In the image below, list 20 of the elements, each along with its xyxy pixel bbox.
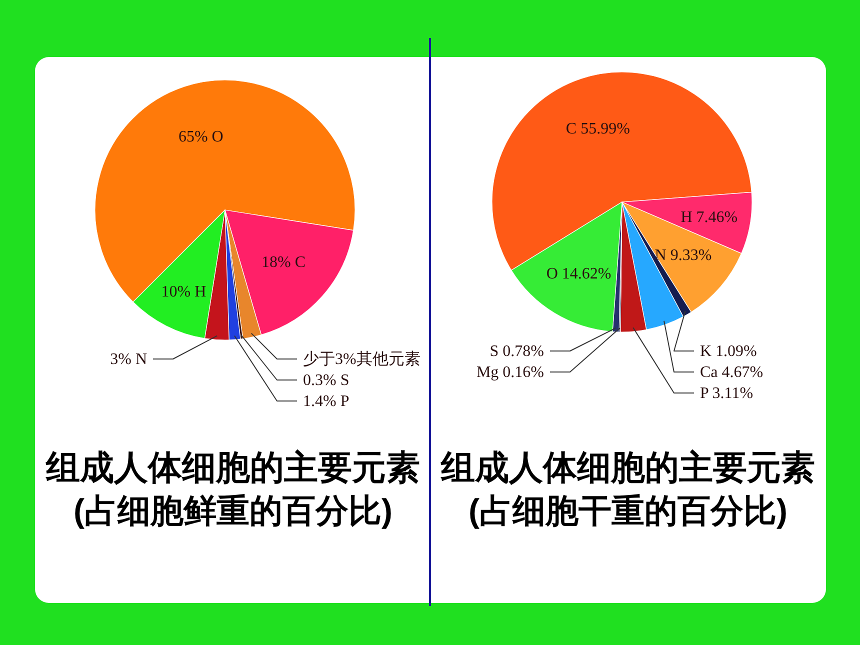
- slice-label: 0.3% S: [303, 372, 350, 389]
- slice-label: P 3.11%: [700, 385, 754, 402]
- slice-label: H 7.46%: [680, 209, 738, 226]
- text: 组成人体细胞的主要元素: [440, 449, 815, 487]
- slice-label: S 0.78%: [490, 343, 544, 360]
- slice-label: 3% N: [110, 351, 148, 368]
- slice-label: 少于3%其他元素: [303, 350, 420, 368]
- slice-label: 18% C: [262, 254, 306, 272]
- text: (占细胞干重的百分比): [468, 492, 788, 529]
- slice-label: Ca 4.67%: [700, 364, 764, 381]
- slice-label: C 55.99%: [566, 120, 630, 138]
- slice-label: Mg 0.16%: [476, 364, 544, 381]
- slice-label: K 1.09%: [700, 343, 757, 360]
- slice-label: 1.4% P: [303, 393, 350, 410]
- slice-label: 65% O: [178, 128, 224, 146]
- text: 组成人体细胞的主要元素: [45, 449, 420, 487]
- slice-label: N 9.33%: [654, 247, 712, 264]
- text: (占细胞鲜重的百分比): [74, 492, 392, 529]
- slice-label: O 14.62%: [546, 266, 612, 283]
- slice-label: 10% H: [161, 284, 207, 301]
